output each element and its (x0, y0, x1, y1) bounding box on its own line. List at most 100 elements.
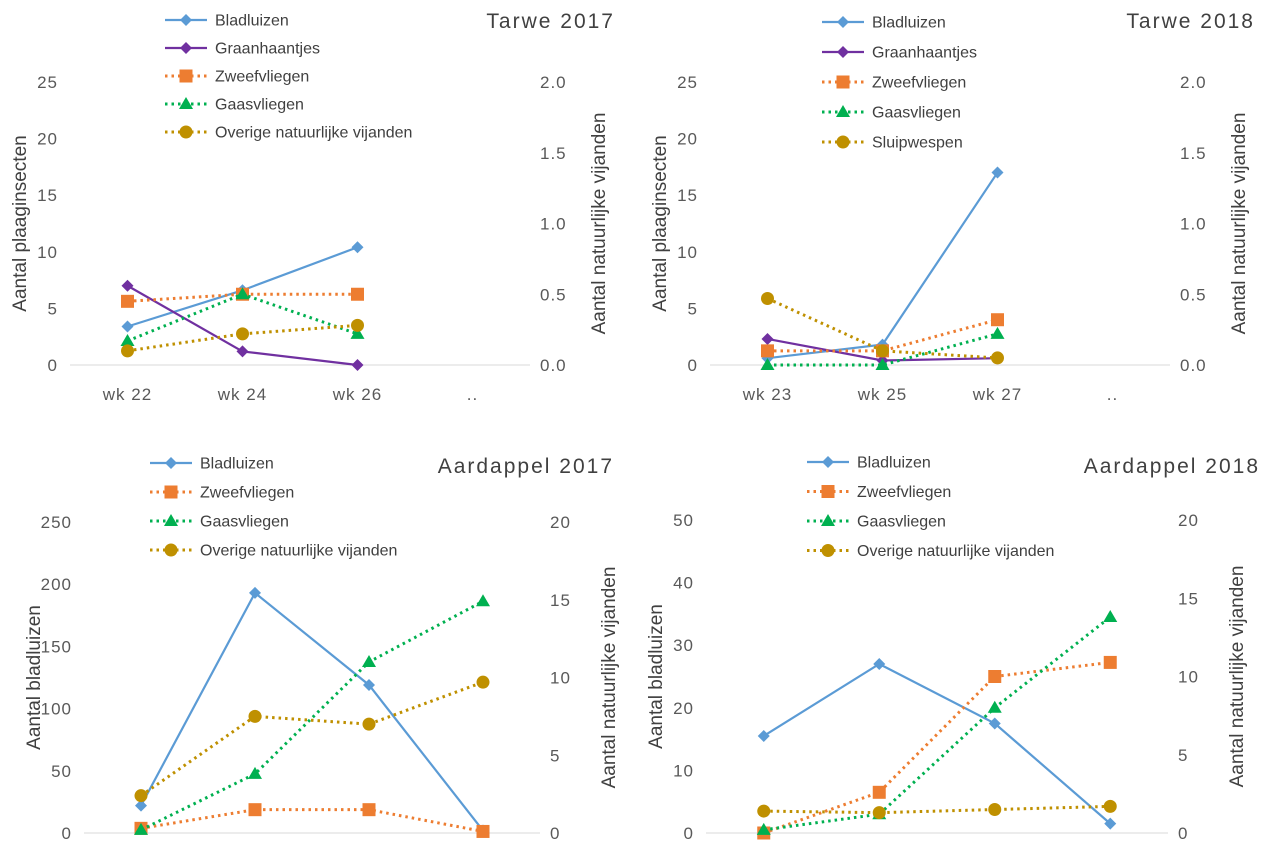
data-point (988, 803, 1002, 817)
series-gaasvliegen (760, 326, 1005, 370)
legend-marker (180, 42, 192, 54)
data-point (991, 166, 1004, 179)
y2-tick-label: 2.0 (1180, 73, 1207, 92)
data-point (351, 359, 364, 371)
x-tick-label: wk 27 (972, 385, 1022, 404)
series-overige-natuurlijke-vijanden (757, 799, 1117, 820)
series-line (767, 171, 999, 360)
series-gaasvliegen (756, 610, 1118, 835)
chart-title: Tarwe 2017 (486, 10, 615, 33)
series-zweefvliegen (757, 655, 1117, 840)
y-axis-label: Aantal bladluizen (24, 605, 45, 750)
legend-marker (179, 97, 193, 109)
data-point (1103, 610, 1118, 623)
series-bladluizen (761, 166, 1004, 365)
data-point (235, 287, 250, 300)
data-point (362, 803, 376, 817)
data-point (120, 333, 135, 346)
legend-label: Bladluizen (215, 13, 289, 30)
legend-marker (821, 485, 835, 498)
data-point (476, 675, 490, 689)
data-point (249, 586, 261, 599)
legend: Bladluizen Graanhaantjes Zweefvliegen Gaasv… (165, 13, 412, 142)
y-axis-label: Aantal plaaginsecten (650, 135, 671, 311)
data-point (1104, 817, 1117, 830)
data-point (757, 729, 770, 742)
series-gaasvliegen (134, 594, 490, 835)
data-point (991, 313, 1004, 327)
data-point (757, 804, 771, 818)
legend-marker (164, 543, 178, 557)
series-line (140, 591, 484, 832)
y-tick-label: 50 (673, 511, 694, 530)
data-point (987, 700, 1002, 713)
series-line (763, 615, 1112, 832)
x-tick-label: wk 23 (742, 385, 792, 404)
data-point (134, 822, 148, 835)
series-graanhaantjes (121, 279, 364, 371)
legend-label: Gaasvliegen (872, 105, 961, 122)
legend-label: Bladluizen (857, 455, 931, 472)
y2-tick-label: 20 (550, 513, 571, 532)
y-tick-label: 20 (37, 130, 58, 149)
y2-tick-label: 1.5 (540, 144, 567, 163)
y2-tick-label: 5 (550, 746, 560, 765)
y-tick-label: 100 (41, 700, 72, 719)
legend-label: Graanhaantjes (872, 45, 977, 62)
legend-label: Overige natuurlijke vijanden (857, 543, 1054, 560)
x-tick-label: wk 24 (217, 385, 267, 404)
data-point (248, 709, 262, 723)
y2-axis-label: Aantal natuurlijke vijanden (1229, 113, 1250, 335)
x-tick-label: .. (1107, 385, 1118, 404)
legend-marker (837, 46, 849, 58)
y-axis-label: Aantal bladluizen (646, 604, 667, 749)
y2-tick-label: 15 (1178, 589, 1199, 608)
y2-tick-label: 1.0 (1180, 215, 1207, 234)
data-point (875, 358, 890, 370)
y-tick-label: 10 (677, 243, 698, 262)
legend-marker (822, 456, 834, 468)
y2-tick-label: 5 (1178, 746, 1188, 765)
legend-label: Zweefvliegen (200, 485, 294, 502)
y-tick-label: 25 (37, 73, 58, 92)
data-point (872, 806, 886, 820)
y-tick-label: 15 (677, 186, 698, 205)
data-point (1103, 799, 1117, 813)
y-tick-label: 200 (41, 575, 72, 594)
legend-label: Overige natuurlijke vijanden (215, 125, 412, 142)
y2-tick-label: 20 (1178, 511, 1199, 530)
legend-marker (179, 125, 193, 139)
data-point (236, 327, 249, 341)
data-point (350, 326, 365, 339)
y-tick-label: 250 (41, 513, 72, 532)
data-point (761, 332, 774, 345)
data-point (761, 344, 774, 358)
series-overige-natuurlijke-vijanden (134, 675, 490, 803)
series-bladluizen (135, 586, 489, 837)
data-point (121, 320, 134, 333)
legend-label: Gaasvliegen (200, 514, 289, 531)
y2-tick-label: 0.0 (540, 356, 567, 375)
data-point (1103, 655, 1117, 669)
legend-label: Sluipwespen (872, 135, 963, 152)
data-point (476, 824, 490, 838)
legend-marker (821, 544, 835, 557)
legend-label: Zweefvliegen (872, 75, 966, 92)
data-point (351, 287, 364, 301)
legend-label: Zweefvliegen (215, 69, 309, 86)
y-tick-label: 40 (673, 574, 694, 593)
legend: Bladluizen Zweefvliegen Gaasvliegen Overige… (807, 455, 1054, 560)
y2-tick-label: 15 (550, 591, 571, 610)
data-point (351, 241, 364, 254)
data-point (134, 789, 148, 803)
series-line (140, 680, 484, 797)
y-tick-label: 150 (41, 637, 72, 656)
data-point (872, 785, 886, 799)
data-point (988, 717, 1001, 730)
x-tick-label: .. (467, 385, 478, 404)
legend-marker (180, 14, 192, 26)
y2-axis-label: Aantal natuurlijke vijanden (589, 113, 610, 335)
